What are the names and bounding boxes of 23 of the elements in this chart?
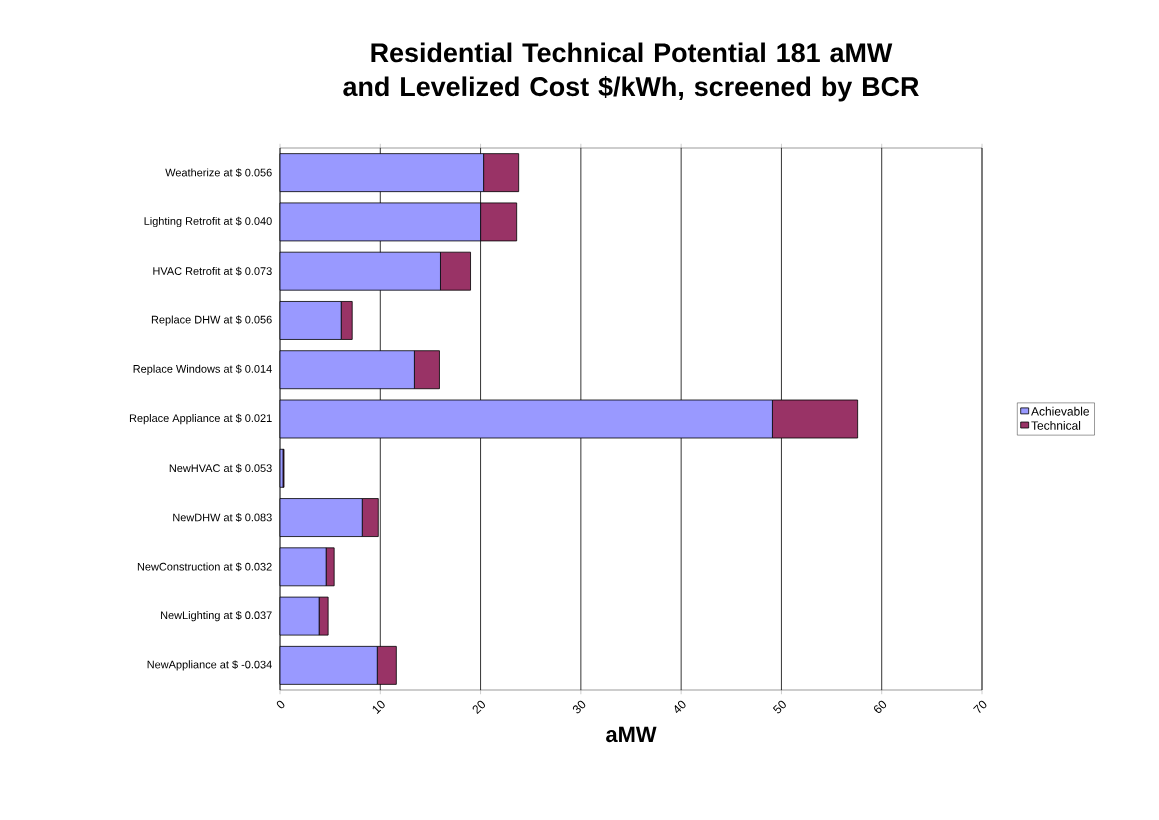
x-tick-label: 50 bbox=[772, 700, 786, 714]
y-tick-label: HVAC Retrofit at $ 0.073 bbox=[153, 266, 272, 276]
x-tick-label: 30 bbox=[572, 700, 586, 714]
y-tick-label: Replace Appliance at $ 0.021 bbox=[129, 413, 272, 425]
x-tick-label: 20 bbox=[472, 700, 485, 715]
y-tick-label: NewLighting at $ 0.037 bbox=[161, 610, 272, 622]
y-tick-label: Weatherize at $ 0.056 bbox=[165, 168, 272, 178]
y-tick-label: Lighting Retrofit at $ 0.040 bbox=[144, 216, 272, 228]
y-tick-label: NewAppliance at $ -0.034 bbox=[147, 660, 272, 671]
x-axis-title: aMW bbox=[606, 726, 657, 743]
legend-label: Technical bbox=[1031, 421, 1081, 430]
x-tick-label: 40 bbox=[674, 700, 686, 714]
y-tick-label: NewHVAC at $ 0.053 bbox=[169, 463, 272, 473]
x-tick-label: 70 bbox=[973, 700, 987, 714]
chart-title: Residential Technical Potential 181 aMW and Levelized Cost $/kWh, screened by BCR bbox=[343, 42, 919, 102]
y-tick-label: NewDHW at $ 0.083 bbox=[173, 513, 272, 522]
legend-label: Achievable bbox=[1031, 406, 1089, 416]
x-tick-label: 10 bbox=[372, 700, 385, 714]
y-tick-label: Replace DHW at $ 0.056 bbox=[151, 315, 272, 326]
x-tick-label: 60 bbox=[874, 700, 887, 713]
y-tick-label: Replace Windows at $ 0.014 bbox=[133, 364, 272, 375]
x-tick-label: 0 bbox=[276, 700, 285, 709]
y-tick-label: NewConstruction at $ 0.032 bbox=[137, 562, 272, 572]
